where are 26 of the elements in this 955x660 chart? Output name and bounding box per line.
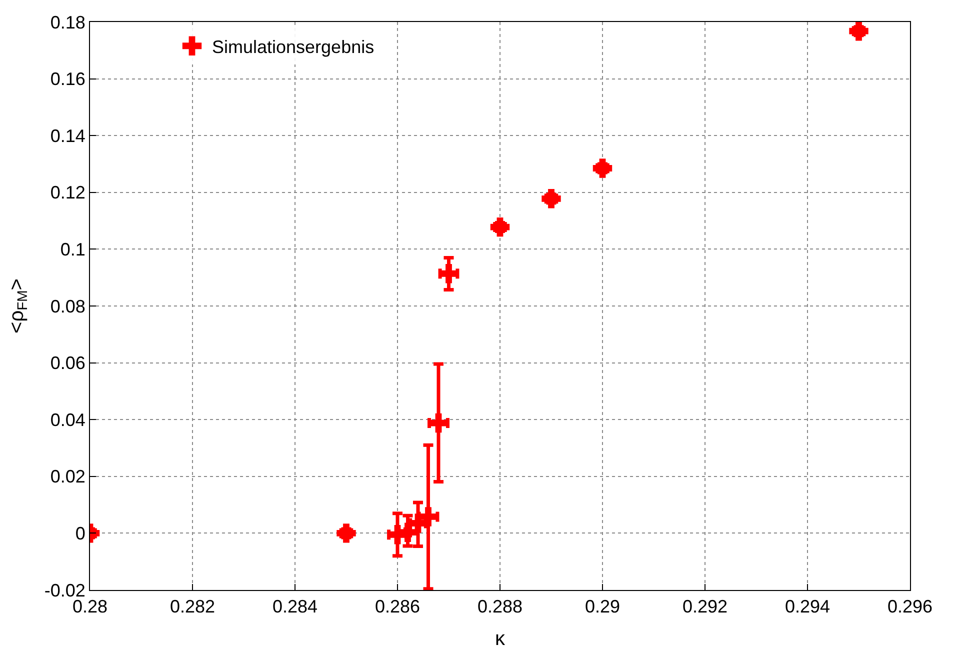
point xyxy=(418,507,438,526)
point xyxy=(542,189,561,208)
x-tick-label: 0.288 xyxy=(477,596,523,617)
x-tick-label: 0.294 xyxy=(784,596,830,617)
y-tick-label: 0.18 xyxy=(50,12,86,32)
x-tick-label: 0.286 xyxy=(374,596,420,617)
legend-label: Simulationsergebnis xyxy=(212,36,374,57)
x-tick-label: 0.29 xyxy=(584,596,620,617)
x-tick-label: 0.296 xyxy=(887,596,933,617)
y-tick-label: 0.1 xyxy=(60,240,86,260)
y-tick-label: 0.02 xyxy=(50,466,86,487)
x-axis-title: κ xyxy=(495,628,506,650)
point xyxy=(592,158,612,178)
y-tick-label: 0.04 xyxy=(50,410,86,430)
point xyxy=(849,22,868,41)
x-tick-label: 0.292 xyxy=(682,596,728,617)
y-tick-label: 0.08 xyxy=(50,296,86,316)
point xyxy=(336,524,356,543)
y-tick-label: 0.06 xyxy=(50,353,86,374)
y-tick-label: 0.12 xyxy=(50,182,86,203)
point xyxy=(490,217,510,237)
x-tick-label: 0.284 xyxy=(272,596,318,617)
y-tick-label: 0.14 xyxy=(50,126,86,146)
y-tick-label: 0 xyxy=(75,524,86,544)
x-tick-label: 0.282 xyxy=(170,596,216,617)
y-tick-label: 0.16 xyxy=(50,69,86,90)
